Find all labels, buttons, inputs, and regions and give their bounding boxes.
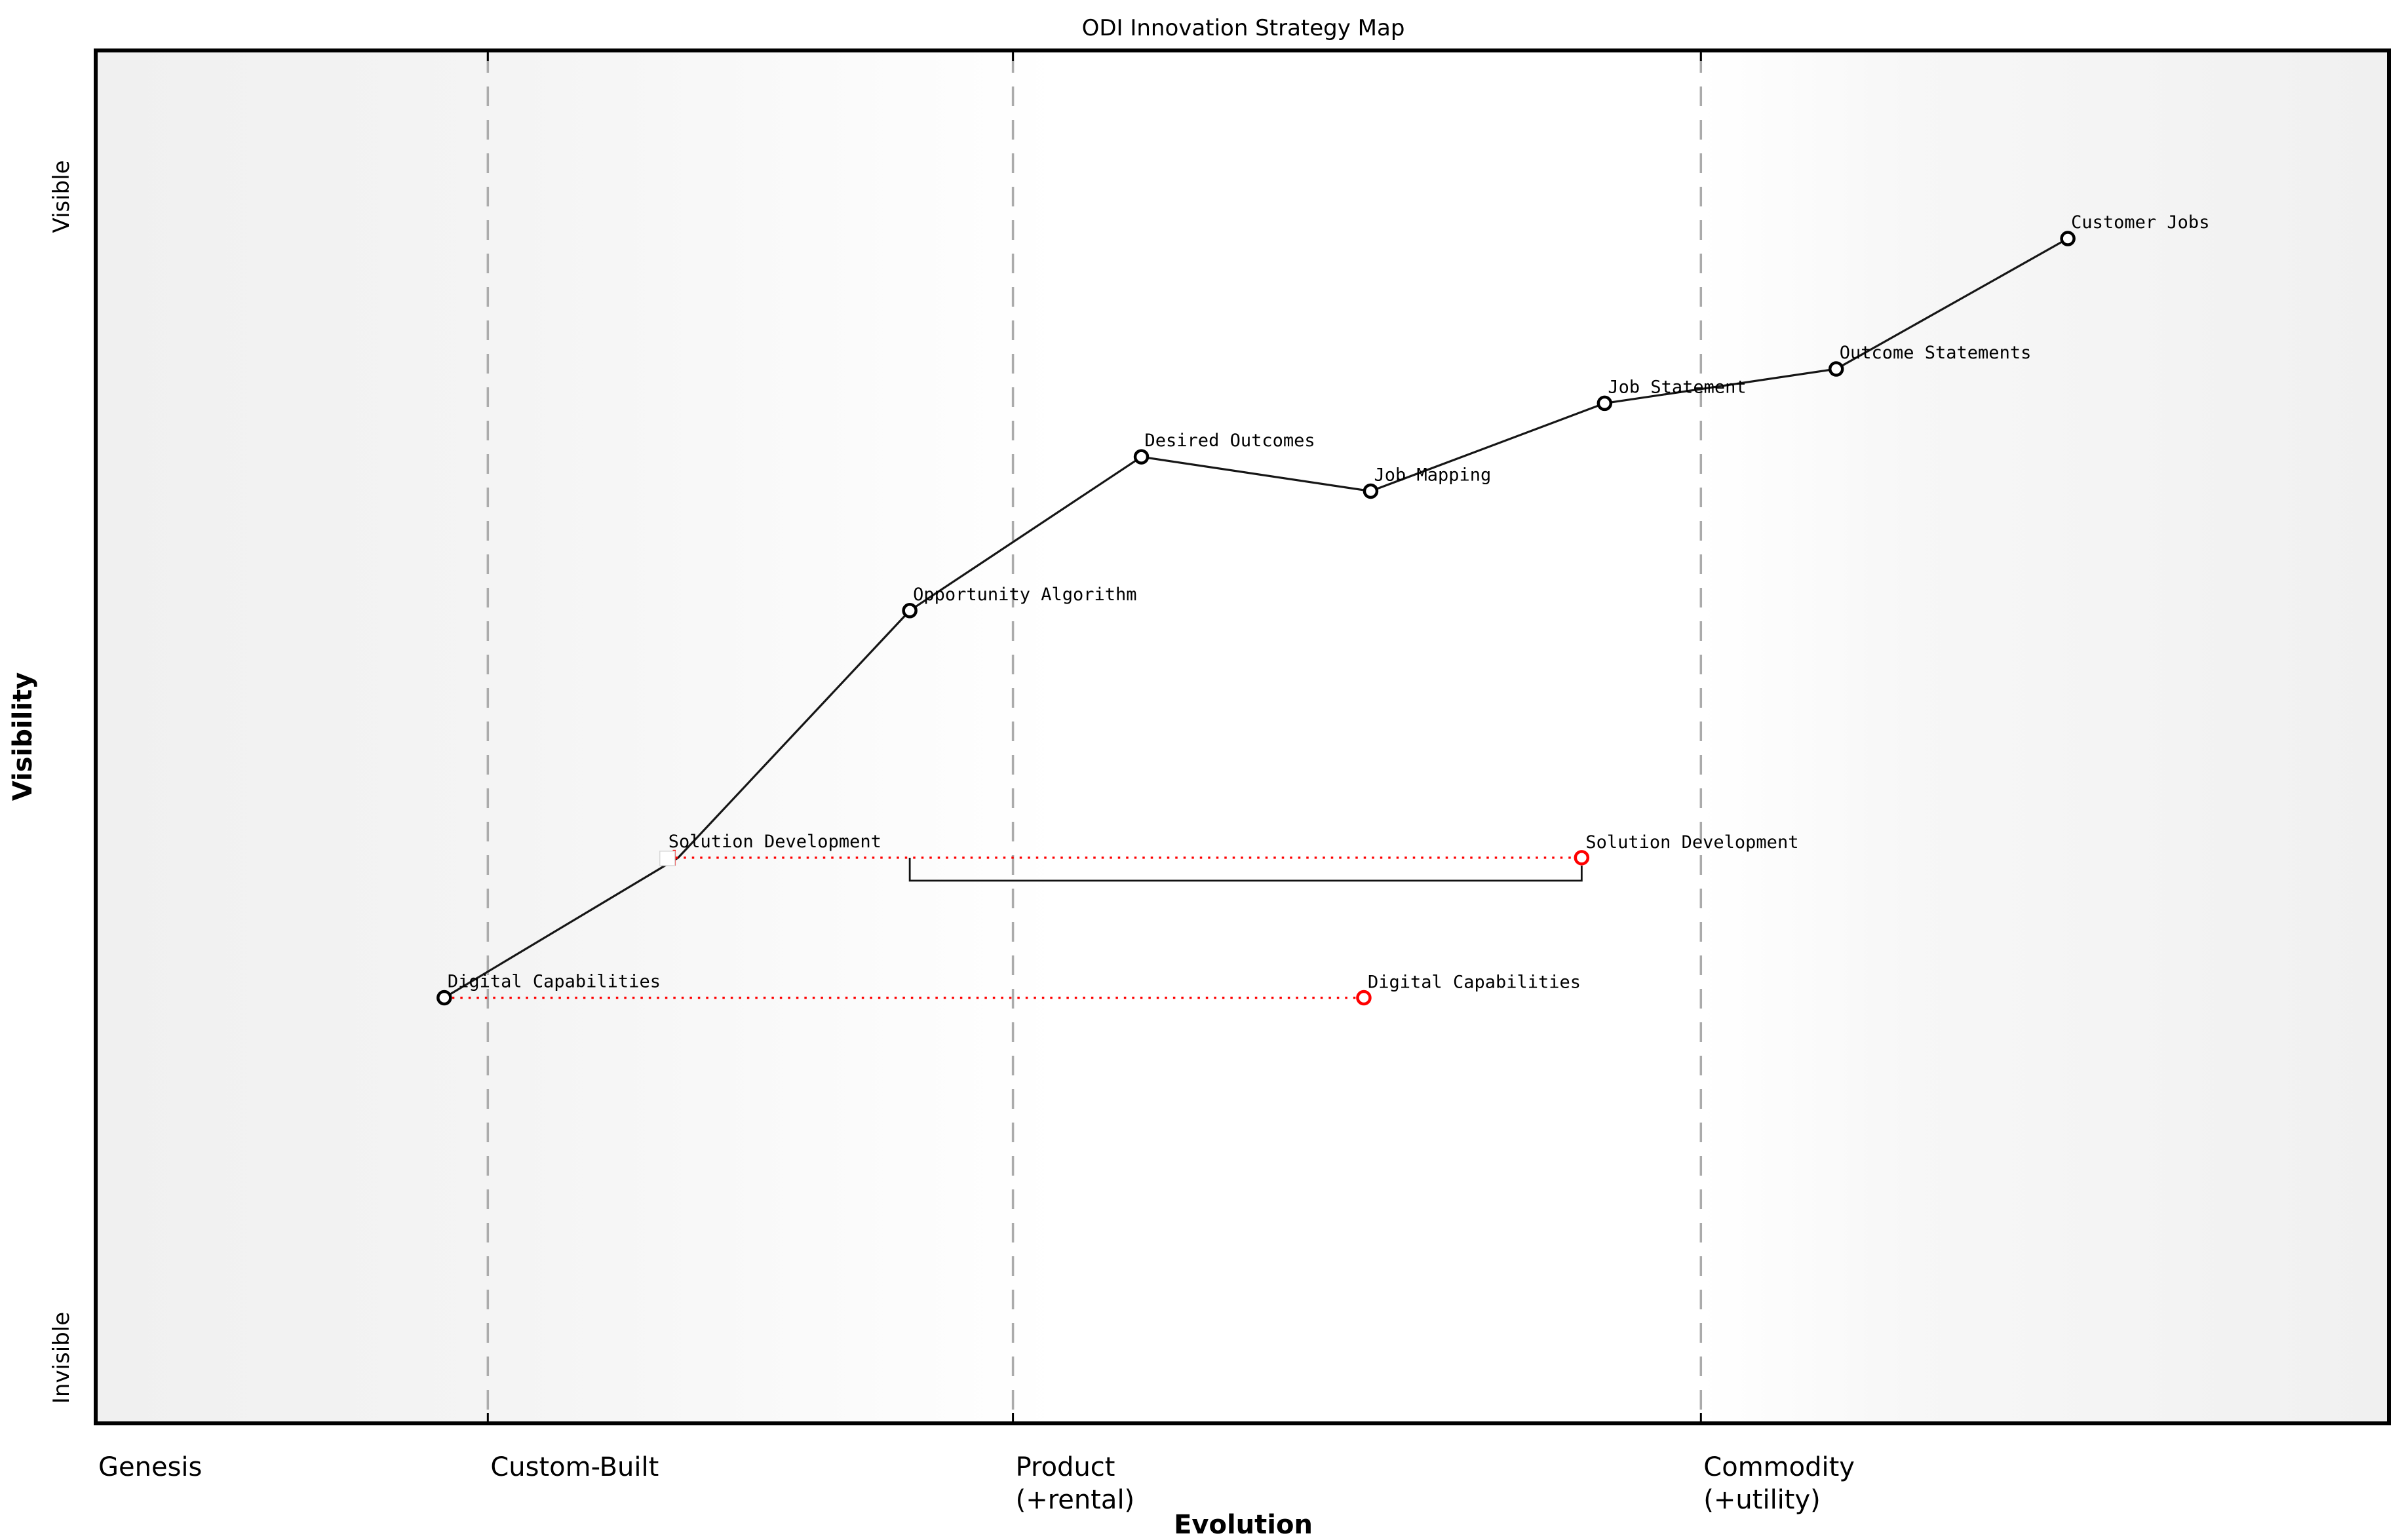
movement-target-circle <box>1574 850 1590 866</box>
stage-label: (+rental) <box>1016 1485 1135 1515</box>
map-node-circle <box>1597 395 1613 412</box>
bracket-connector <box>908 857 1583 882</box>
map-nodes <box>436 231 2076 1006</box>
map-node-circle <box>1828 361 1844 377</box>
map-node-circle <box>2060 231 2076 246</box>
map-node-label: Outcome Statements <box>1840 343 2032 363</box>
movement-label: Solution Development <box>1585 832 1798 853</box>
chart-title: ODI Innovation Strategy Map <box>1082 15 1405 41</box>
map-node-label: Digital Capabilities <box>448 972 661 992</box>
map-node-labels: Solution Development Digital Capabilities… <box>448 212 2210 993</box>
map-node-label: Customer Jobs <box>2071 212 2209 233</box>
stage-labels: Genesis Custom-Built Product(+rental) Commo… <box>98 1452 1855 1515</box>
map-node-label: Opportunity Algorithm <box>913 585 1136 605</box>
y-axis-title: Visibility <box>8 672 38 801</box>
movement-target-circle <box>1356 990 1372 1006</box>
stage-label: Custom-Built <box>490 1452 659 1482</box>
plot-background <box>96 50 2389 1423</box>
value-chain <box>444 237 2068 999</box>
y-tick-invisible: Invisible <box>48 1312 75 1404</box>
map-node-label: Job Mapping <box>1374 465 1491 485</box>
old-position-box <box>659 851 676 866</box>
bracket-connector-path <box>908 857 1583 882</box>
stage-label: Commodity <box>1703 1452 1855 1482</box>
plot-frame <box>94 48 2391 1425</box>
stage-label: Product <box>1016 1452 1115 1482</box>
map-node-label: Job Statement <box>1608 377 1746 397</box>
x-axis-title: Evolution <box>1174 1510 1313 1540</box>
map-node-label: Solution Development <box>668 832 881 852</box>
stage-boundaries <box>486 53 1703 1421</box>
y-tick-visible: Visible <box>48 160 75 233</box>
map-node-circle <box>1363 483 1379 499</box>
axis-ticks <box>486 52 1702 1422</box>
stage-label: (+utility) <box>1703 1485 1820 1515</box>
map-node-circle <box>1133 449 1150 465</box>
stage-label: Genesis <box>98 1452 202 1482</box>
movement-label: Digital Capabilities <box>1368 972 1581 993</box>
map-node-circle <box>902 603 918 619</box>
map-node-label: Desired Outcomes <box>1145 431 1315 451</box>
map-node-circle <box>436 990 452 1006</box>
value-chain-line <box>444 237 2068 999</box>
